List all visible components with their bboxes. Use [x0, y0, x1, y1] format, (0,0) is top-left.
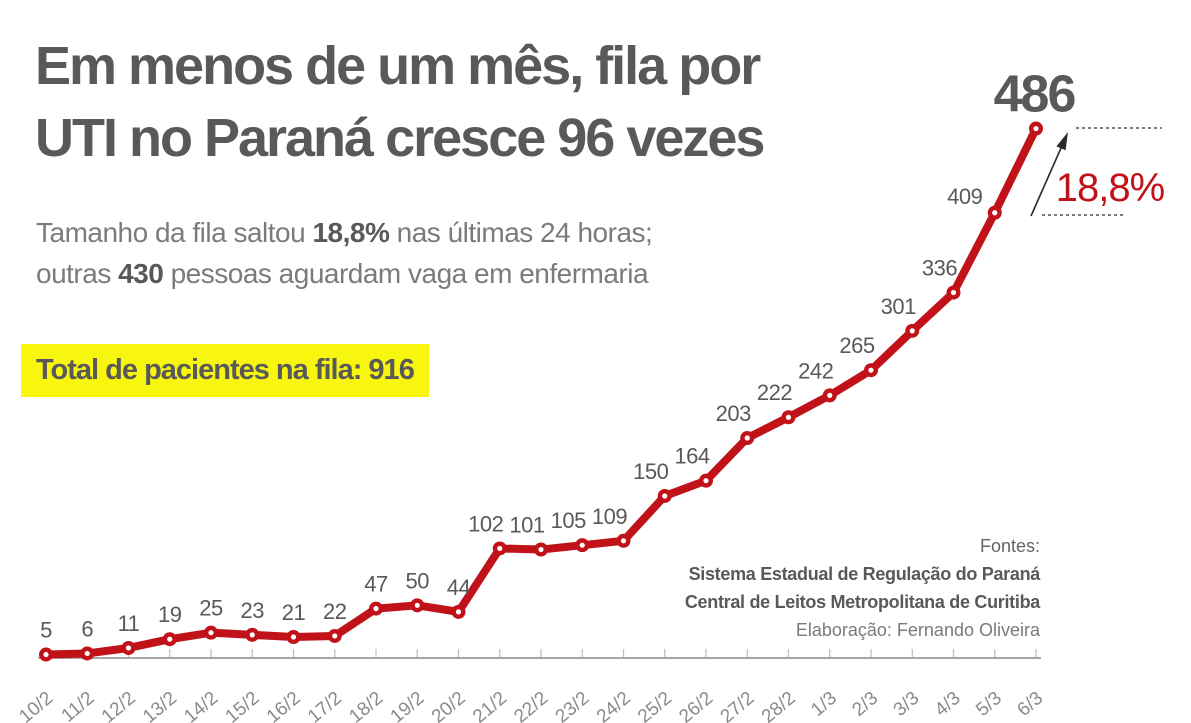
subtitle-text: outras [36, 258, 119, 289]
svg-text:25/2: 25/2 [634, 688, 676, 723]
svg-text:2/3: 2/3 [848, 688, 882, 721]
svg-text:203: 203 [716, 401, 751, 426]
svg-text:101: 101 [509, 513, 544, 538]
svg-text:4/3: 4/3 [931, 688, 965, 721]
svg-text:15/2: 15/2 [222, 688, 264, 723]
svg-text:19/2: 19/2 [387, 688, 429, 723]
svg-text:11: 11 [118, 611, 140, 636]
svg-text:242: 242 [798, 358, 833, 383]
svg-text:21: 21 [282, 600, 306, 625]
svg-text:102: 102 [468, 511, 503, 536]
svg-text:3/3: 3/3 [890, 688, 924, 721]
sources-heading: Fontes: [979, 536, 1040, 556]
svg-text:20/2: 20/2 [428, 688, 470, 723]
subtitle-line1: Tamanho da fila saltou 18,8% nas últimas… [36, 212, 653, 253]
svg-text:18/2: 18/2 [345, 688, 387, 723]
svg-text:27/2: 27/2 [717, 688, 759, 723]
x-axis [38, 649, 1041, 659]
svg-text:16/2: 16/2 [263, 688, 305, 723]
svg-text:486: 486 [994, 66, 1076, 124]
growth-annotation: 18,8% [1030, 127, 1166, 217]
svg-text:10/2: 10/2 [15, 688, 57, 723]
svg-text:150: 150 [633, 459, 668, 484]
svg-text:22: 22 [323, 599, 347, 624]
svg-text:28/2: 28/2 [758, 688, 800, 723]
subtitle-ward-count: 430 [118, 258, 164, 289]
total-patients-badge: Total de pacientes na fila: 916 [21, 344, 429, 397]
x-axis-labels: 10/2 11/2 12/2 13/2 14/2 15/2 16/2 17/2 18/2 19/2… [15, 688, 1047, 723]
subtitle-text: Tamanho da fila saltou [36, 217, 313, 248]
svg-text:105: 105 [551, 508, 586, 533]
svg-text:336: 336 [922, 256, 957, 281]
source-line: Sistema Estadual de Regulação do Paraná [688, 564, 1041, 584]
svg-text:25: 25 [199, 596, 223, 621]
svg-text:22/2: 22/2 [510, 688, 552, 723]
svg-text:6/3: 6/3 [1013, 688, 1047, 721]
subtitle-text: pessoas aguardam vaga em enfermaria [163, 258, 649, 289]
page-title-line2: UTI no Paraná cresce 96 vezes [35, 108, 765, 168]
svg-text:5/3: 5/3 [972, 688, 1006, 721]
subtitle-growth-pct: 18,8% [312, 217, 390, 248]
svg-text:13/2: 13/2 [139, 688, 181, 723]
svg-text:47: 47 [364, 572, 388, 597]
source-line: Central de Leitos Metropolitana de Curit… [684, 592, 1040, 612]
svg-text:1/3: 1/3 [807, 688, 841, 721]
svg-text:301: 301 [881, 294, 916, 319]
svg-text:50: 50 [406, 568, 430, 593]
subtitle-line2: outras 430 pessoas aguardam vaga em enfe… [36, 253, 652, 294]
svg-text:222: 222 [757, 380, 792, 405]
svg-text:14/2: 14/2 [180, 688, 222, 723]
growth-pct-label: 18,8% [1056, 166, 1165, 210]
svg-text:11/2: 11/2 [58, 688, 99, 723]
svg-text:19: 19 [158, 602, 182, 627]
svg-text:44: 44 [447, 575, 471, 600]
svg-text:17/2: 17/2 [304, 688, 346, 723]
svg-text:164: 164 [674, 444, 709, 469]
svg-text:24/2: 24/2 [593, 688, 635, 723]
svg-text:26/2: 26/2 [675, 688, 717, 723]
svg-text:12/2: 12/2 [98, 688, 140, 723]
point-markers [39, 121, 1043, 662]
subtitle: Tamanho da fila saltou 18,8% nas últimas… [36, 212, 653, 294]
elaboration-credit: Elaboração: Fernando Oliveira [795, 620, 1040, 640]
svg-text:6: 6 [81, 616, 93, 641]
svg-text:23: 23 [241, 598, 265, 623]
source-credits: Fontes: Sistema Estadual de Regulação do… [685, 532, 1040, 644]
svg-text:109: 109 [592, 504, 627, 529]
svg-text:409: 409 [947, 184, 982, 209]
svg-text:5: 5 [40, 618, 52, 643]
svg-text:23/2: 23/2 [552, 688, 594, 723]
page-title-line1: Em menos de um mês, fila por [35, 36, 761, 96]
svg-text:265: 265 [839, 333, 874, 358]
page-title: Em menos de um mês, fila por UTI no Para… [35, 30, 765, 174]
svg-text:21/2: 21/2 [469, 688, 511, 723]
growth-arrow-icon [1030, 132, 1068, 217]
subtitle-text: nas últimas 24 horas; [389, 217, 653, 248]
